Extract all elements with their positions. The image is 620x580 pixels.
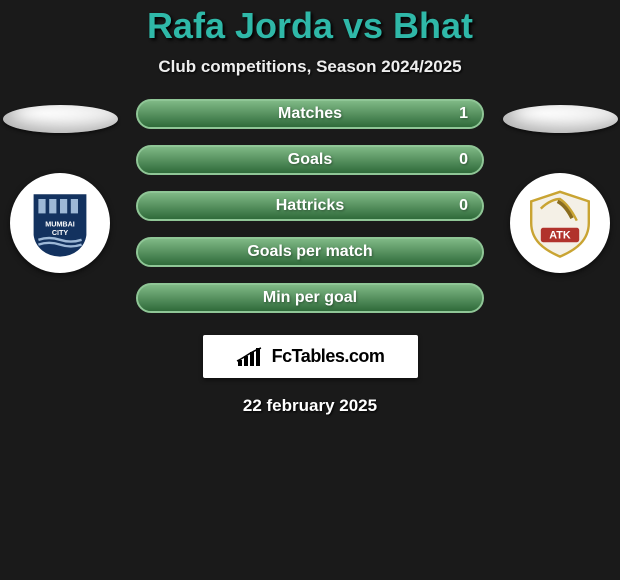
- svg-text:ATK: ATK: [549, 230, 571, 242]
- stat-bar-matches: Matches 1: [136, 99, 484, 129]
- stat-label: Hattricks: [276, 197, 344, 215]
- player-right-column: ATK: [500, 99, 620, 273]
- subtitle: Club competitions, Season 2024/2025: [0, 57, 620, 77]
- atk-logo-icon: ATK: [524, 187, 596, 259]
- content-area: MUMBAI CITY ATK: [0, 99, 620, 416]
- stat-value: 0: [459, 197, 468, 215]
- stat-bar-goals-per-match: Goals per match: [136, 237, 484, 267]
- stat-label: Goals per match: [247, 243, 372, 261]
- player-left-marker: [3, 105, 118, 133]
- stat-value: 1: [459, 105, 468, 123]
- bars-chart-icon: [236, 346, 266, 368]
- brand-box: FcTables.com: [203, 335, 418, 378]
- page-title: Rafa Jorda vs Bhat: [0, 5, 620, 47]
- stat-value: 0: [459, 151, 468, 169]
- mumbai-city-logo-icon: MUMBAI CITY: [24, 187, 96, 259]
- brand-text: FcTables.com: [272, 346, 385, 367]
- stat-bars: Matches 1 Goals 0 Hattricks 0 Goals per …: [136, 99, 484, 313]
- stat-label: Min per goal: [263, 289, 357, 307]
- svg-text:CITY: CITY: [52, 228, 69, 237]
- stat-label: Goals: [288, 151, 332, 169]
- stat-bar-hattricks: Hattricks 0: [136, 191, 484, 221]
- date-text: 22 february 2025: [0, 396, 620, 416]
- player-right-marker: [503, 105, 618, 133]
- player-left-column: MUMBAI CITY: [0, 99, 120, 273]
- club-badge-left: MUMBAI CITY: [10, 173, 110, 273]
- club-badge-right: ATK: [510, 173, 610, 273]
- stat-bar-goals: Goals 0: [136, 145, 484, 175]
- stat-bar-min-per-goal: Min per goal: [136, 283, 484, 313]
- stat-label: Matches: [278, 105, 342, 123]
- comparison-card: Rafa Jorda vs Bhat Club competitions, Se…: [0, 0, 620, 416]
